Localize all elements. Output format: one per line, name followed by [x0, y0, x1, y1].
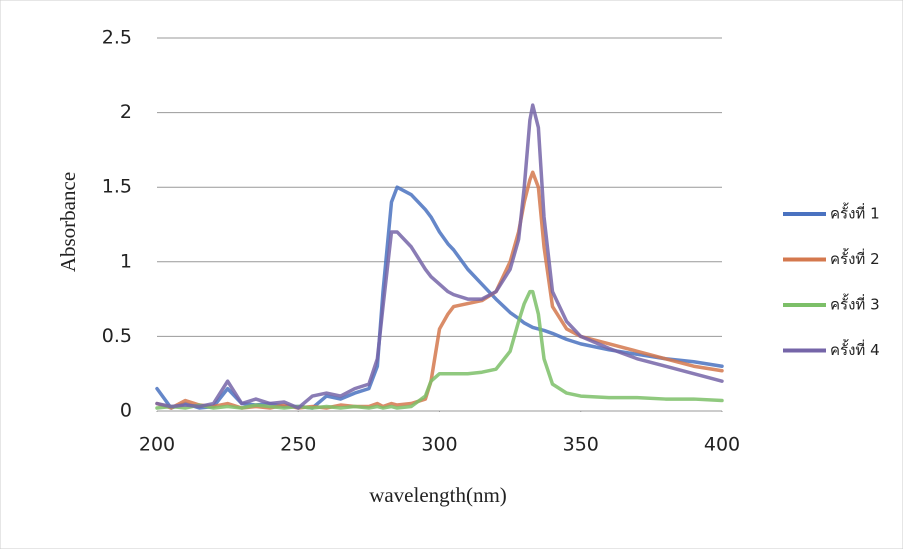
series-line [155, 289, 724, 410]
y-tick-label: 0 [120, 400, 132, 422]
y-axis-label: Absorbance [56, 172, 80, 272]
x-axis-label: wavelength(nm) [369, 483, 507, 507]
y-tick-label: 2 [120, 101, 132, 123]
x-tick-label: 350 [563, 434, 599, 456]
y-tick-label: 2.5 [102, 27, 132, 49]
x-tick-label: 400 [704, 434, 740, 456]
x-tick-label: 300 [421, 434, 457, 456]
series-line [155, 103, 724, 410]
y-tick-label: 1.5 [102, 176, 132, 198]
legend-label: ครั้งที่ 4 [830, 339, 880, 359]
x-tick-label: 200 [139, 434, 175, 456]
x-tick-label: 250 [280, 434, 316, 456]
legend-label: ครั้งที่ 1 [830, 203, 880, 223]
legend-label: ครั้งที่ 3 [830, 294, 880, 314]
legend-label: ครั้งที่ 2 [830, 248, 880, 268]
y-tick-label: 1 [120, 250, 132, 272]
y-tick-label: 0.5 [102, 325, 132, 347]
